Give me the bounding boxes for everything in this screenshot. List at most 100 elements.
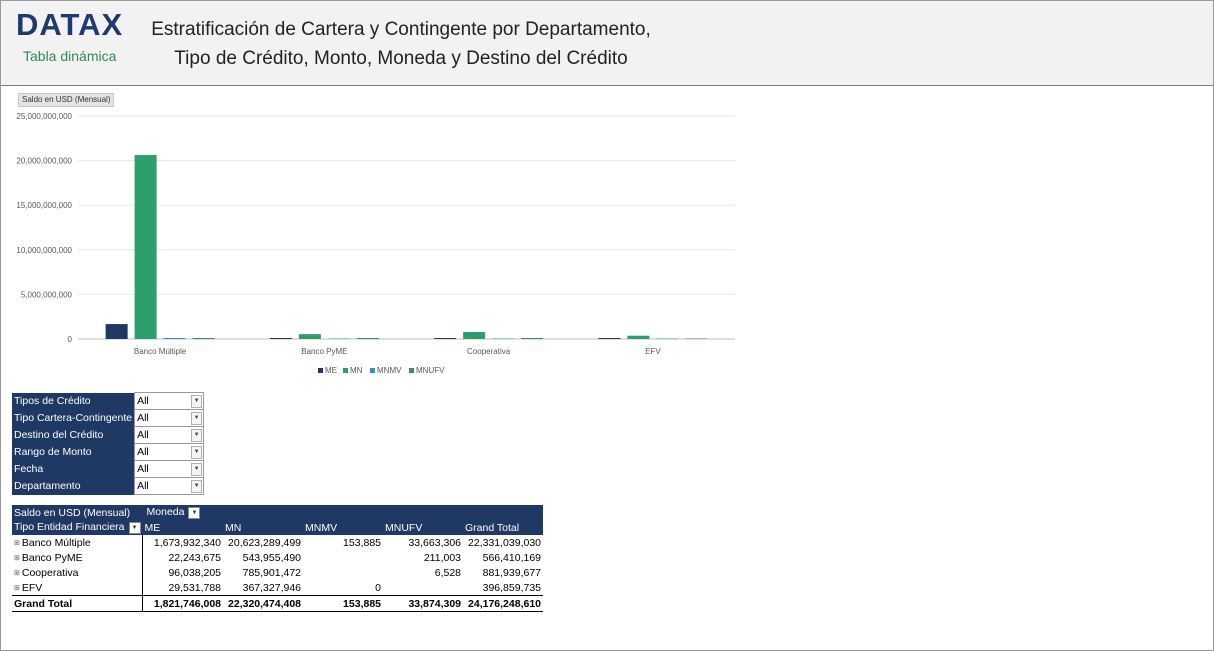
dropdown-arrow-icon[interactable]: ▼ [191,429,203,442]
pivot-corner-label: Saldo en USD (Mensual) [12,505,143,520]
grand-total-label: Grand Total [12,595,144,612]
bar-mnmv-0[interactable] [163,338,186,339]
row-field-label[interactable]: Tipo Entidad Financiera ▼ [12,520,143,535]
bar-mn-0[interactable] [134,155,157,339]
bar-mnufv-3[interactable] [685,338,708,340]
grand-total-row: Grand Total 1,821,746,008 22,320,474,408 15… [12,595,544,612]
column-field-label[interactable]: Moneda ▼ [142,505,544,520]
total-cell: 1,821,746,008 [142,595,224,612]
bar-mnmv-1[interactable] [327,338,350,340]
report-filters: Tipos de Crédito All ▼ Tipo Cartera-Conting… [12,392,205,495]
bar-me-2[interactable] [434,338,457,339]
filter-value[interactable]: All ▼ [134,426,205,444]
pivot-chart: 0 5,000,000,000 10,000,000,000 15,000,000,0… [16,112,735,375]
logo-subtitle: Tabla dinámica [23,48,117,64]
datax-logo: DATAX [16,7,124,42]
filter-row: Destino del Crédito All ▼ [12,426,205,444]
bar-me-0[interactable] [105,324,128,339]
table-cell: 0 [375,581,382,594]
report-title-line2: Tipo de Crédito, Monto, Moneda y Destino… [174,48,628,69]
filter-label: Fecha [12,460,135,478]
table-cell [383,580,463,596]
filter-value[interactable]: All ▼ [134,443,205,461]
legend-swatch-mnufv [409,368,414,373]
filter-row: Fecha All ▼ [12,460,205,478]
column-field-text: Moneda [146,506,185,519]
filter-dropdown-icon[interactable]: ▼ [188,506,201,519]
filter-label: Tipo Cartera-Contingente [12,409,135,427]
report-header: DATAX Tabla dinámica Estratificación de … [1,1,1213,86]
filter-value[interactable]: All ▼ [134,392,205,410]
expand-icon[interactable]: ⊞ [14,539,20,547]
column-header: MN [223,520,304,535]
row-label-text: Cooperativa [21,566,79,579]
filter-value-text: All [137,463,149,475]
table-row: ⊞ EFV 29,531,788 367,327,946 0 396,859,735 [12,580,543,596]
x-tick-label: EFV [645,347,661,356]
table-cell: 367,327,946 [242,581,302,594]
legend-swatch-me [318,368,323,373]
pivot-header-row: Saldo en USD (Mensual) Moneda ▼ [12,505,544,520]
row-label[interactable]: ⊞ Banco PyME [12,550,144,565]
dropdown-arrow-icon[interactable]: ▼ [191,395,203,408]
x-tick-label: Cooperativa [467,347,511,356]
filter-label: Tipos de Crédito [12,392,135,410]
x-tick-label: Banco PyME [301,347,347,356]
filter-value[interactable]: All ▼ [134,477,205,495]
filter-row: Departamento All ▼ [12,477,205,495]
filter-value-text: All [137,412,149,424]
table-cell: 566,410,169 [482,551,542,564]
table-cell: 33,663,306 [408,536,462,549]
total-cell: 153,885 [303,595,384,612]
bar-mn-3[interactable] [627,335,650,339]
legend-label-mn: MN [350,366,363,375]
bar-mnmv-3[interactable] [656,338,679,340]
table-cell: 20,623,289,499 [228,536,302,549]
bar-mnmv-2[interactable] [492,338,515,340]
filter-value[interactable]: All ▼ [134,409,205,427]
table-cell: 881,939,677 [482,566,542,579]
legend-swatch-mn [343,368,348,373]
y-tick-label: 20,000,000,000 [16,157,72,166]
bar-me-1[interactable] [269,338,292,339]
row-label[interactable]: ⊞ Banco Múltiple [12,535,144,550]
bar-mnufv-2[interactable] [521,338,544,339]
legend-swatch-mnmv [370,368,375,373]
table-cell: 22,243,675 [168,551,222,564]
bar-mn-2[interactable] [463,331,486,339]
report-title: Estratificación de Cartera y Contingente… [151,15,651,73]
filter-value[interactable]: All ▼ [134,460,205,478]
column-header: Grand Total [463,520,544,535]
dropdown-arrow-icon[interactable]: ▼ [191,412,203,425]
row-label[interactable]: ⊞ Cooperativa [12,565,144,580]
filter-value-text: All [137,446,149,458]
chart-value-field-button[interactable]: Saldo en USD (Mensual) [18,93,115,107]
expand-icon[interactable]: ⊞ [14,569,20,577]
filter-value-text: All [137,429,149,441]
column-header: MNUFV [383,520,464,535]
row-label[interactable]: ⊞ EFV [12,580,144,596]
table-row: ⊞ Cooperativa 96,038,205 785,901,472 6,528 88… [12,565,543,580]
table-cell: 1,673,932,340 [153,536,222,549]
bar-mnufv-1[interactable] [356,338,379,339]
filter-label: Destino del Crédito [12,426,135,444]
bar-mn-1[interactable] [298,334,321,339]
report-title-line1: Estratificación de Cartera y Contingente… [151,19,651,40]
row-field-text: Tipo Entidad Financiera [14,521,125,534]
table-cell: 6,528 [434,566,462,579]
table-cell: 153,885 [343,536,382,549]
row-label-text: Banco PyME [21,551,83,564]
bar-mnufv-0[interactable] [192,338,215,339]
table-row: ⊞ Banco PyME 22,243,675 543,955,490 211,003 5… [12,550,543,565]
filter-dropdown-icon[interactable]: ▼ [128,521,141,534]
dropdown-arrow-icon[interactable]: ▼ [191,463,203,476]
table-row: ⊞ Banco Múltiple 1,673,932,340 20,623,289,4… [12,535,543,550]
expand-icon[interactable]: ⊞ [14,554,20,562]
expand-icon[interactable]: ⊞ [14,584,20,592]
dropdown-arrow-icon[interactable]: ▼ [191,480,203,493]
total-cell: 24,176,248,610 [463,595,544,612]
y-tick-label: 0 [68,335,73,344]
dropdown-arrow-icon[interactable]: ▼ [191,446,203,459]
bar-me-3[interactable] [598,338,621,339]
filter-value-text: All [137,480,149,492]
